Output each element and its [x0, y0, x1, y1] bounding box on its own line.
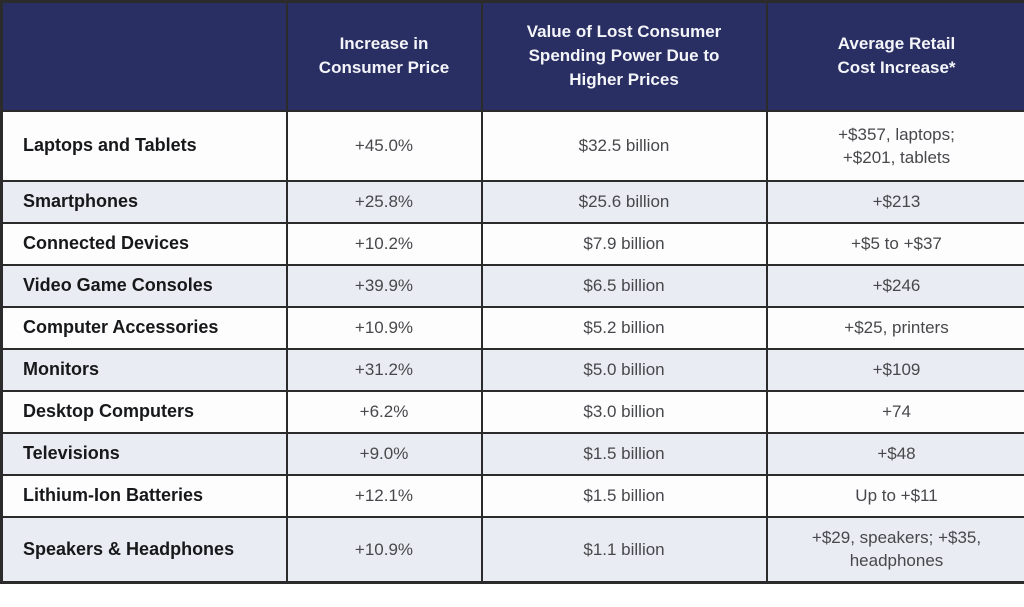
table-body: Laptops and Tablets +45.0% $32.5 billion…	[0, 109, 1024, 584]
price-increase-cell: +45.0%	[285, 109, 483, 182]
lost-spending-cell: $3.0 billion	[480, 389, 768, 434]
table-row: Speakers & Headphones +10.9% $1.1 billio…	[0, 515, 1024, 584]
lost-spending-cell: $7.9 billion	[480, 221, 768, 266]
price-increase-cell: +10.9%	[285, 515, 483, 584]
lost-spending-cell: $1.5 billion	[480, 473, 768, 518]
col-header-retail-increase: Average Retail Cost Increase*	[765, 0, 1024, 112]
table-row: Monitors +31.2% $5.0 billion +$109	[0, 347, 1024, 392]
lost-spending-cell: $5.2 billion	[480, 305, 768, 350]
category-cell: Televisions	[0, 431, 288, 476]
header-row: Increase in Consumer Price Value of Lost…	[0, 0, 1024, 112]
lost-spending-cell: $32.5 billion	[480, 109, 768, 182]
category-cell: Speakers & Headphones	[0, 515, 288, 584]
col-header-lost-spending: Value of Lost Consumer Spending Power Du…	[480, 0, 768, 112]
table-header: Increase in Consumer Price Value of Lost…	[0, 0, 1024, 112]
category-cell: Laptops and Tablets	[0, 109, 288, 182]
lost-spending-cell: $1.1 billion	[480, 515, 768, 584]
price-increase-cell: +6.2%	[285, 389, 483, 434]
lost-spending-cell: $6.5 billion	[480, 263, 768, 308]
category-cell: Desktop Computers	[0, 389, 288, 434]
price-increase-cell: +12.1%	[285, 473, 483, 518]
retail-increase-cell: +$25, printers	[765, 305, 1024, 350]
retail-increase-cell: +$48	[765, 431, 1024, 476]
table-row: Lithium-Ion Batteries +12.1% $1.5 billio…	[0, 473, 1024, 518]
retail-increase-cell: +$213	[765, 179, 1024, 224]
table-row: Connected Devices +10.2% $7.9 billion +$…	[0, 221, 1024, 266]
retail-increase-cell: +$357, laptops; +$201, tablets	[765, 109, 1024, 182]
category-cell: Computer Accessories	[0, 305, 288, 350]
table-row: Laptops and Tablets +45.0% $32.5 billion…	[0, 109, 1024, 182]
price-increase-cell: +25.8%	[285, 179, 483, 224]
retail-increase-cell: +$29, speakers; +$35, headphones	[765, 515, 1024, 584]
price-increase-cell: +10.9%	[285, 305, 483, 350]
table-row: Desktop Computers +6.2% $3.0 billion +74	[0, 389, 1024, 434]
table-row: Smartphones +25.8% $25.6 billion +$213	[0, 179, 1024, 224]
lost-spending-cell: $1.5 billion	[480, 431, 768, 476]
category-cell: Connected Devices	[0, 221, 288, 266]
price-increase-cell: +31.2%	[285, 347, 483, 392]
table-row: Computer Accessories +10.9% $5.2 billion…	[0, 305, 1024, 350]
retail-increase-cell: +74	[765, 389, 1024, 434]
lost-spending-cell: $5.0 billion	[480, 347, 768, 392]
category-cell: Video Game Consoles	[0, 263, 288, 308]
price-increase-cell: +10.2%	[285, 221, 483, 266]
col-header-price-increase: Increase in Consumer Price	[285, 0, 483, 112]
retail-increase-cell: +$5 to +$37	[765, 221, 1024, 266]
category-cell: Monitors	[0, 347, 288, 392]
price-increase-cell: +39.9%	[285, 263, 483, 308]
col-header-category	[0, 0, 288, 112]
category-cell: Lithium-Ion Batteries	[0, 473, 288, 518]
retail-increase-cell: Up to +$11	[765, 473, 1024, 518]
table-row: Televisions +9.0% $1.5 billion +$48	[0, 431, 1024, 476]
table-row: Video Game Consoles +39.9% $6.5 billion …	[0, 263, 1024, 308]
retail-increase-cell: +$109	[765, 347, 1024, 392]
lost-spending-cell: $25.6 billion	[480, 179, 768, 224]
price-increase-cell: +9.0%	[285, 431, 483, 476]
consumer-price-impact-table: Increase in Consumer Price Value of Lost…	[0, 0, 1024, 584]
category-cell: Smartphones	[0, 179, 288, 224]
retail-increase-cell: +$246	[765, 263, 1024, 308]
